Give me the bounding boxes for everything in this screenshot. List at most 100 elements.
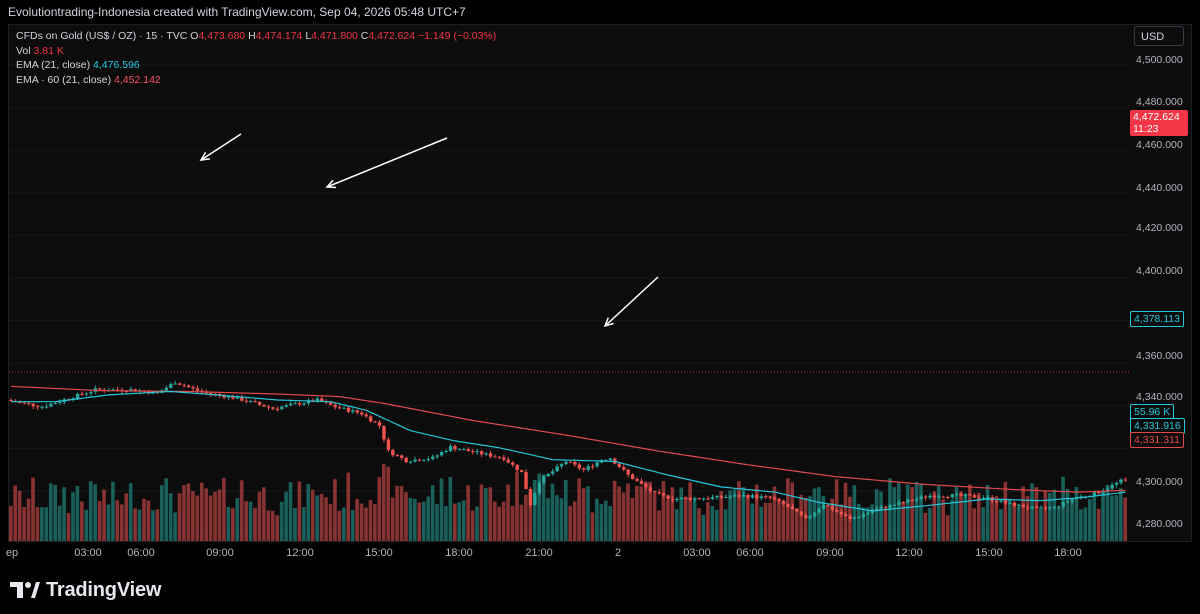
volume-bar — [852, 485, 857, 541]
candle-body — [923, 496, 928, 498]
volume-bar — [825, 505, 830, 541]
volume-bar — [572, 501, 577, 541]
candle-body — [253, 400, 257, 403]
volume-bar — [759, 506, 763, 541]
volume-legend-row[interactable]: Vol 3.81 K — [16, 44, 496, 59]
volume-bar — [164, 478, 168, 541]
volume-bar — [994, 496, 999, 541]
volume-bar — [728, 490, 732, 541]
volume-bar — [75, 486, 80, 541]
price-chart[interactable] — [9, 25, 1193, 543]
volume-bar — [630, 497, 635, 541]
volume-bar — [1083, 507, 1088, 541]
chart-pane[interactable] — [8, 24, 1192, 542]
volume-bar — [124, 493, 129, 541]
ema-fast-value: 4,476.596 — [93, 59, 140, 71]
volume-bar — [57, 505, 62, 541]
volume-bar — [639, 486, 644, 541]
candle-body — [963, 494, 968, 496]
volume-bar — [1030, 483, 1034, 541]
candle-body — [528, 488, 533, 505]
volume-bar — [612, 480, 617, 541]
candle-body — [804, 515, 808, 518]
volume-bar — [222, 477, 226, 541]
volume-bar — [417, 502, 422, 541]
volume-bar — [985, 484, 990, 541]
candle-body — [582, 468, 586, 470]
candle-body — [1043, 507, 1048, 509]
candle-body — [870, 510, 875, 513]
candle-body — [852, 517, 857, 519]
candle-body — [617, 463, 621, 468]
volume-bar — [22, 507, 26, 541]
candle-body — [950, 494, 954, 498]
candle-body — [235, 396, 240, 399]
candle-body — [337, 407, 342, 409]
close-value: 4,472.624 — [368, 30, 416, 42]
candle-body — [302, 403, 306, 405]
price-tick: 4,480.000 — [1136, 96, 1183, 108]
volume-bar — [865, 507, 870, 541]
time-tick: 03:00 — [74, 547, 102, 559]
candle-body — [439, 452, 444, 456]
ema-slow-legend-row[interactable]: EMA · 60 (21, close) 4,452.142 — [16, 73, 496, 88]
volume-bar — [714, 509, 719, 541]
volume-bar — [102, 489, 106, 541]
volume-bar — [239, 480, 244, 541]
volume-bar — [506, 484, 510, 541]
candle-body — [49, 403, 53, 407]
candle-body — [697, 498, 701, 500]
volume-bar — [115, 500, 120, 541]
change-value: −1.149 (−0.03%) — [418, 30, 497, 42]
candle-body — [493, 456, 497, 458]
candle-body — [497, 456, 502, 458]
candle-body — [426, 459, 431, 461]
volume-bar — [26, 498, 31, 541]
volume-bar — [381, 464, 386, 541]
open-label: O — [190, 30, 199, 42]
volume-bar — [1008, 500, 1012, 541]
candle-body — [848, 516, 852, 519]
volume-bar — [501, 501, 506, 541]
candle-body — [866, 512, 870, 515]
volume-bar — [1056, 507, 1061, 541]
candle-body — [657, 492, 661, 494]
tradingview-brand[interactable]: TradingView — [10, 577, 161, 603]
symbol-name[interactable]: CFDs on Gold (US$ / OZ) · 15 · TVC — [16, 30, 188, 42]
symbol-legend-row[interactable]: CFDs on Gold (US$ / OZ) · 15 · TVC O 4,47… — [16, 29, 496, 44]
volume-bar — [408, 497, 413, 541]
candle-body — [817, 508, 821, 513]
candle-body — [408, 461, 413, 463]
candle-body — [839, 511, 843, 515]
candle-body — [257, 402, 262, 405]
volume-bar — [142, 498, 146, 541]
candle-body — [80, 393, 84, 395]
candle-body — [368, 416, 373, 422]
candle-body — [1034, 506, 1039, 508]
ema-slow-current-tag: 4,331.311 — [1130, 432, 1184, 448]
volume-bar — [364, 507, 368, 541]
candle-body — [977, 497, 981, 499]
volume-bar — [497, 506, 501, 541]
candle-body — [630, 474, 635, 480]
volume-bar — [319, 494, 324, 541]
volume-bar — [803, 497, 808, 541]
candle-body — [857, 516, 861, 518]
price-tick: 4,420.000 — [1136, 222, 1183, 234]
annotation-arrowhead — [325, 179, 337, 189]
volume-bar — [266, 510, 271, 541]
price-tick: 4,340.000 — [1136, 391, 1183, 403]
candle-body — [741, 494, 746, 497]
candle-body — [400, 455, 404, 458]
volume-bar — [159, 485, 164, 541]
candle-body — [901, 502, 906, 504]
candle-body — [1012, 502, 1017, 507]
volume-bar — [559, 498, 564, 541]
price-tick: 4,400.000 — [1136, 265, 1183, 277]
currency-button[interactable]: USD — [1134, 26, 1184, 46]
candle-body — [306, 400, 311, 404]
volume-bar — [981, 507, 985, 541]
ema-fast-legend-row[interactable]: EMA (21, close) 4,476.596 — [16, 58, 496, 73]
candle-body — [986, 497, 990, 499]
volume-bar — [306, 484, 311, 541]
